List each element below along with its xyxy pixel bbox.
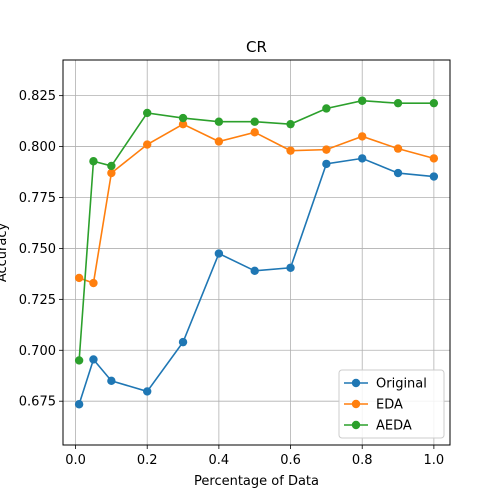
data-point-original	[214, 249, 224, 258]
data-point-eda	[143, 140, 152, 149]
y-tick-label: 0.800	[19, 140, 56, 155]
legend-swatch-marker	[351, 420, 361, 430]
data-point-aeda	[214, 117, 224, 126]
y-tick-label: 0.825	[19, 89, 56, 104]
legend: Original EDA AEDA	[338, 369, 445, 439]
y-tick-label: 0.700	[19, 344, 56, 359]
data-point-eda	[178, 119, 188, 129]
data-point-original	[250, 266, 259, 276]
data-point-aeda	[322, 104, 331, 113]
y-tick-label: 0.775	[19, 191, 56, 206]
data-point-original	[322, 159, 331, 169]
x-tick-label: 0.6	[280, 453, 301, 468]
plot-frame	[62, 59, 451, 446]
data-point-eda	[322, 145, 331, 154]
data-point-eda	[429, 154, 439, 163]
data-point-original	[429, 172, 439, 181]
data-point-aeda	[107, 161, 116, 171]
data-point-eda	[393, 144, 403, 153]
x-tick-label: 0.8	[352, 453, 373, 468]
data-point-eda	[286, 146, 295, 155]
data-point-aeda	[429, 98, 439, 108]
data-point-original	[286, 263, 295, 272]
data-point-eda	[89, 278, 98, 288]
legend-label-eda: EDA	[376, 398, 403, 413]
data-point-eda	[214, 137, 224, 146]
data-point-aeda	[250, 117, 259, 126]
legend-label-original: Original	[376, 377, 427, 392]
data-point-aeda	[286, 119, 295, 129]
data-point-original	[74, 400, 84, 409]
series-aeda	[74, 96, 439, 365]
data-point-aeda	[89, 157, 98, 166]
data-point-eda	[107, 168, 116, 178]
series-layer	[74, 96, 439, 409]
data-point-eda	[74, 273, 84, 283]
y-tick-label: 0.750	[19, 242, 56, 257]
x-tick-label: 0.4	[209, 453, 230, 468]
data-point-aeda	[74, 356, 84, 365]
series-original	[74, 154, 439, 409]
x-tick-label: 0.2	[137, 453, 158, 468]
axis-ticks: 0.0 0.2 0.4 0.6 0.8 1.0 0.675 0.700 0.725 0.750 0.…	[19, 89, 444, 468]
legend-swatch-marker	[351, 378, 361, 388]
legend-swatch-marker	[351, 399, 361, 409]
y-axis-label: Accuracy	[0, 223, 10, 283]
data-point-original	[358, 154, 367, 163]
y-tick-label: 0.725	[19, 293, 56, 308]
data-point-original	[89, 355, 98, 364]
legend-box	[338, 369, 445, 439]
data-point-eda	[358, 132, 367, 141]
series-line-eda	[78, 123, 435, 285]
data-point-aeda	[178, 113, 188, 123]
chart-title: CR	[246, 38, 267, 56]
data-point-aeda	[358, 96, 367, 105]
legend-label-aeda: AEDA	[376, 419, 412, 434]
data-point-original	[178, 337, 188, 347]
series-eda	[74, 119, 439, 288]
data-point-aeda	[393, 98, 403, 108]
x-axis-label: Percentage of Data	[194, 474, 319, 489]
data-point-aeda	[143, 108, 152, 118]
x-tick-label: 0.0	[65, 453, 86, 468]
data-point-original	[143, 387, 152, 396]
data-point-original	[107, 376, 116, 386]
x-tick-label: 1.0	[424, 453, 445, 468]
y-tick-label: 0.675	[19, 395, 56, 410]
series-line-original	[78, 157, 434, 405]
data-point-eda	[250, 128, 259, 137]
data-point-original	[393, 168, 403, 178]
